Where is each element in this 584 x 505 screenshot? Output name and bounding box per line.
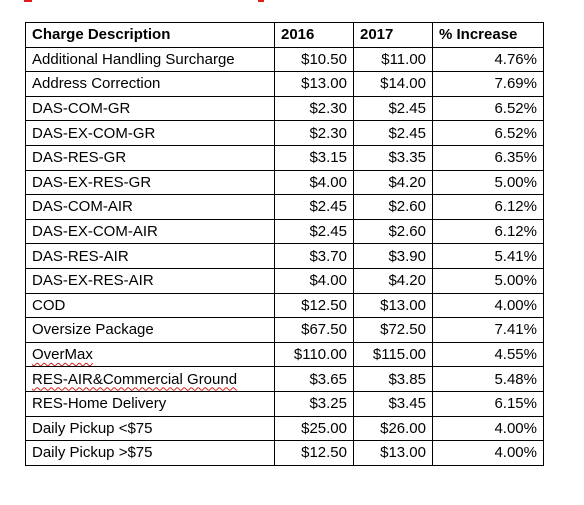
table-row: DAS-RES-GR $3.15 $3.35 6.35% (25, 144, 544, 171)
header-charge-description: Charge Description (25, 22, 275, 48)
spellcheck-flagged-text: OverMax (32, 346, 93, 364)
cell-charge-description: OverMax (25, 341, 275, 368)
cell-percent-increase: 6.12% (432, 194, 544, 220)
spellcheck-flagged-text: RES-AIR&Commercial Ground (32, 370, 238, 388)
cell-charge-description: Additional Handling Surcharge (25, 46, 275, 73)
cell-percent-increase: 7.69% (432, 71, 544, 97)
cell-percent-increase: 5.00% (432, 169, 544, 196)
table-row: DAS-EX-COM-AIR $2.45 $2.60 6.12% (25, 218, 544, 245)
cell-percent-increase: 6.15% (432, 390, 544, 417)
cell-charge-description: RES-AIR&Commercial Ground (25, 366, 275, 392)
cell-percent-increase: 4.76% (432, 46, 544, 73)
cell-2017: $2.45 (353, 95, 433, 122)
cell-percent-increase: 6.52% (432, 95, 544, 122)
cell-charge-description: COD (25, 292, 275, 319)
cell-charge-description: DAS-EX-COM-GR (25, 120, 275, 146)
cell-charge-description: DAS-COM-GR (25, 95, 275, 122)
cell-charge-description: Address Correction (25, 71, 275, 97)
cell-charge-description: Daily Pickup >$75 (25, 440, 275, 466)
header-2017: 2017 (353, 22, 433, 48)
cell-percent-increase: 7.41% (432, 317, 544, 343)
cell-charge-description: Daily Pickup <$75 (25, 415, 275, 442)
top-red-mark-right (258, 0, 264, 2)
cell-charge-description: DAS-RES-AIR (25, 243, 275, 269)
cell-2016: $2.45 (274, 218, 354, 245)
cell-percent-increase: 4.00% (432, 440, 544, 466)
cell-2017: $13.00 (353, 440, 433, 466)
table-body: Additional Handling Surcharge $10.50 $11.0… (25, 46, 544, 466)
cell-2016: $67.50 (274, 317, 354, 343)
charge-rates-table: Charge Description 2016 2017 % Increase … (25, 22, 544, 466)
cell-percent-increase: 6.12% (432, 218, 544, 245)
table-row: Daily Pickup <$75 $25.00 $26.00 4.00% (25, 415, 544, 442)
cell-2016: $25.00 (274, 415, 354, 442)
table-row: DAS-RES-AIR $3.70 $3.90 5.41% (25, 243, 544, 269)
cell-2016: $3.70 (274, 243, 354, 269)
table-row: DAS-EX-RES-GR $4.00 $4.20 5.00% (25, 169, 544, 196)
table-row: DAS-COM-GR $2.30 $2.45 6.52% (25, 95, 544, 122)
table-row: DAS-EX-COM-GR $2.30 $2.45 6.52% (25, 120, 544, 146)
table-row: DAS-EX-RES-AIR $4.00 $4.20 5.00% (25, 267, 544, 294)
cell-2017: $3.90 (353, 243, 433, 269)
cell-percent-increase: 5.41% (432, 243, 544, 269)
cell-2016: $10.50 (274, 46, 354, 73)
cell-percent-increase: 4.00% (432, 415, 544, 442)
cell-2016: $12.50 (274, 292, 354, 319)
table-row: COD $12.50 $13.00 4.00% (25, 292, 544, 319)
cell-2016: $4.00 (274, 267, 354, 294)
cell-charge-description: Oversize Package (25, 317, 275, 343)
cell-2017: $3.45 (353, 390, 433, 417)
cell-2016: $2.30 (274, 120, 354, 146)
cell-2016: $110.00 (274, 341, 354, 368)
table-row: Daily Pickup >$75 $12.50 $13.00 4.00% (25, 440, 544, 466)
table-row: Address Correction $13.00 $14.00 7.69% (25, 71, 544, 97)
cell-percent-increase: 4.55% (432, 341, 544, 368)
cell-percent-increase: 5.00% (432, 267, 544, 294)
cell-2017: $2.60 (353, 218, 433, 245)
cell-2017: $3.85 (353, 366, 433, 392)
table-row: RES-Home Delivery $3.25 $3.45 6.15% (25, 390, 544, 417)
table-row: Additional Handling Surcharge $10.50 $11.0… (25, 46, 544, 73)
table-row: DAS-COM-AIR $2.45 $2.60 6.12% (25, 194, 544, 220)
cell-percent-increase: 4.00% (432, 292, 544, 319)
cell-2017: $4.20 (353, 169, 433, 196)
cell-2017: $115.00 (353, 341, 433, 368)
cell-charge-description: DAS-EX-COM-AIR (25, 218, 275, 245)
table-row: Oversize Package $67.50 $72.50 7.41% (25, 317, 544, 343)
cell-2016: $3.15 (274, 144, 354, 171)
cell-2017: $11.00 (353, 46, 433, 73)
cell-2017: $3.35 (353, 144, 433, 171)
cell-charge-description: RES-Home Delivery (25, 390, 275, 417)
cell-2017: $13.00 (353, 292, 433, 319)
cell-charge-description: DAS-RES-GR (25, 144, 275, 171)
cell-2017: $2.45 (353, 120, 433, 146)
cell-2016: $12.50 (274, 440, 354, 466)
table-header-row: Charge Description 2016 2017 % Increase (25, 22, 544, 48)
table-row: RES-AIR&Commercial Ground $3.65 $3.85 5.48% (25, 366, 544, 392)
cell-percent-increase: 6.35% (432, 144, 544, 171)
cell-2016: $4.00 (274, 169, 354, 196)
cell-percent-increase: 6.52% (432, 120, 544, 146)
cell-charge-description: DAS-EX-RES-AIR (25, 267, 275, 294)
cell-2017: $2.60 (353, 194, 433, 220)
top-red-mark-left (24, 0, 32, 2)
cell-percent-increase: 5.48% (432, 366, 544, 392)
cell-charge-description: DAS-EX-RES-GR (25, 169, 275, 196)
cell-2017: $72.50 (353, 317, 433, 343)
cell-2016: $2.30 (274, 95, 354, 122)
header-percent-increase: % Increase (432, 22, 544, 48)
cell-2017: $14.00 (353, 71, 433, 97)
cell-2016: $3.65 (274, 366, 354, 392)
header-2016: 2016 (274, 22, 354, 48)
cell-2017: $4.20 (353, 267, 433, 294)
cell-2016: $13.00 (274, 71, 354, 97)
table-row: OverMax $110.00 $115.00 4.55% (25, 341, 544, 368)
cell-2016: $3.25 (274, 390, 354, 417)
cell-charge-description: DAS-COM-AIR (25, 194, 275, 220)
cell-2016: $2.45 (274, 194, 354, 220)
cell-2017: $26.00 (353, 415, 433, 442)
